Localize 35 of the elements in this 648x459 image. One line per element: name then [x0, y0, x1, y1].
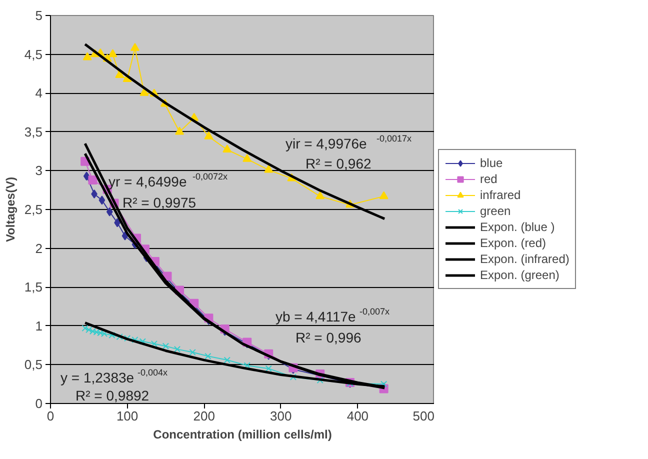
y-tick-label: 1,5: [24, 280, 43, 295]
y-tick-label: 0,5: [24, 357, 43, 372]
legend-label: Expon. (infrared): [480, 252, 570, 266]
annotation: y = 1,2383e-0,004x: [60, 368, 168, 386]
y-tick-label: 4: [35, 86, 43, 101]
x-tick-label: 300: [270, 408, 292, 424]
y-tick-label: 3,5: [24, 124, 43, 140]
annotation: R² = 0,996: [296, 330, 362, 346]
y-tick-label: 2: [35, 240, 43, 256]
y-tick-label: 2,5: [24, 202, 43, 217]
legend-label: Expon. (blue ): [480, 220, 555, 234]
x-tick-label: 100: [116, 408, 138, 424]
y-tick-label: 0: [35, 396, 43, 411]
legend-label: green: [480, 204, 511, 218]
legend-label: Expon. (red): [480, 236, 546, 250]
annotation: R² = 0,962: [306, 156, 372, 172]
annotation: yir = 4,9976e-0,0017x: [286, 134, 412, 152]
legend-label: blue: [480, 156, 503, 170]
annotation: R² = 0,9892: [76, 388, 150, 404]
annotation: yr = 4,6499e-0,0072x: [108, 172, 228, 190]
x-axis-title: Concentration (million cells/ml): [153, 428, 332, 442]
x-tick-label: 500: [412, 408, 435, 424]
x-tick-label: 200: [193, 408, 215, 424]
y-tick-label: 1: [35, 318, 43, 334]
legend-label: Expon. (green): [480, 268, 560, 282]
y-tick-label: 5: [35, 8, 43, 23]
annotation: R² = 0,9975: [122, 194, 196, 210]
x-tick-label: 400: [346, 408, 369, 424]
y-tick-label: 3: [35, 163, 43, 178]
x-tick-label: 0: [46, 408, 54, 424]
legend-label: infrared: [480, 188, 521, 202]
y-axis-title: Voltages(V): [3, 176, 18, 242]
annotation: yb = 4,4117e-0,007x: [276, 306, 390, 324]
y-tick-label: 4,5: [24, 46, 43, 62]
legend-label: red: [480, 172, 498, 186]
